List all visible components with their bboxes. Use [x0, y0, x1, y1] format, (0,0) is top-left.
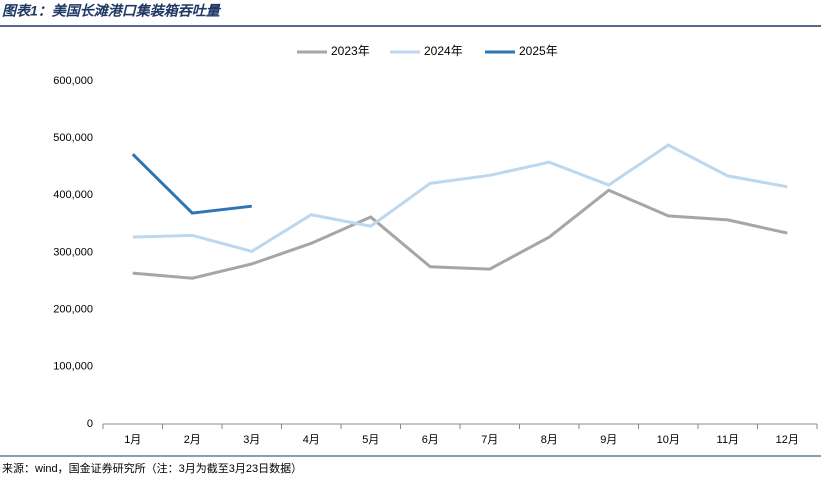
x-tick-label: 6月 — [422, 434, 439, 446]
legend-label: 2023年 — [331, 44, 370, 58]
y-tick-label: 200,000 — [53, 304, 93, 316]
x-tick-label: 3月 — [243, 434, 260, 446]
y-tick-label: 400,000 — [53, 189, 93, 201]
series-line — [132, 188, 788, 280]
series-line — [131, 153, 252, 215]
y-tick-label: 500,000 — [53, 132, 93, 144]
x-tick-label: 1月 — [124, 434, 141, 446]
x-tick-label: 12月 — [776, 434, 799, 446]
chart-title: 图表1：美国长滩港口集装箱吞吐量 — [2, 3, 222, 19]
y-tick-label: 100,000 — [53, 361, 93, 373]
y-tick-label: 600,000 — [53, 75, 93, 87]
x-tick-label: 5月 — [362, 434, 379, 446]
x-tick-label: 11月 — [717, 434, 739, 446]
x-tick-label: 8月 — [541, 434, 558, 446]
legend-label: 2024年 — [424, 44, 463, 58]
x-tick-label: 7月 — [481, 434, 498, 446]
x-tick-label: 10月 — [657, 434, 680, 446]
y-tick-label: 300,000 — [53, 246, 93, 258]
x-tick-label: 4月 — [303, 434, 320, 446]
x-tick-label: 9月 — [600, 434, 617, 446]
legend-label: 2025年 — [519, 44, 558, 58]
source: 来源：wind，国金证券研究所（注：3月为截至3月23日数据） — [2, 461, 302, 475]
x-tick-label: 2月 — [184, 434, 201, 446]
series-line — [132, 143, 788, 253]
y-tick-label: 0 — [87, 418, 93, 430]
